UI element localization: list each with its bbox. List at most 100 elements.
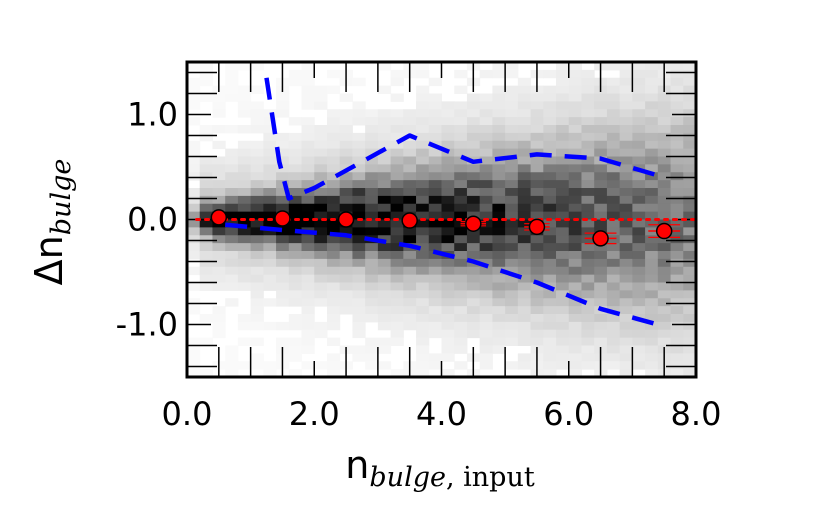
heatmap-cell [556, 298, 570, 307]
heatmap-cell [301, 211, 315, 221]
heatmap-cell [212, 227, 226, 236]
heatmap-cell [517, 101, 532, 110]
heatmap-cell [212, 251, 226, 260]
heatmap-cell [466, 274, 481, 284]
heatmap-cell [390, 314, 404, 323]
heatmap-cell [428, 353, 442, 362]
heatmap-cell [288, 117, 303, 126]
heatmap-cell [314, 227, 328, 236]
heatmap-cell [556, 251, 570, 260]
heatmap-cell [670, 93, 684, 102]
heatmap-cell [237, 188, 252, 197]
heatmap-cell [314, 125, 328, 134]
heatmap-cell [441, 172, 455, 181]
heatmap-cell [530, 282, 544, 291]
heatmap-cell [556, 156, 570, 165]
heatmap-cell [466, 195, 481, 205]
heatmap-cell [263, 361, 277, 370]
heatmap-cell [556, 258, 570, 268]
heatmap-cell [466, 329, 481, 339]
heatmap-cell [403, 117, 417, 126]
heatmap-cell [352, 101, 366, 110]
heatmap-cell [454, 69, 468, 79]
heatmap-cell [581, 148, 595, 158]
heatmap-cell [466, 93, 481, 102]
heatmap-cell [441, 188, 455, 197]
heatmap-cell [212, 156, 226, 165]
heatmap-cell [479, 156, 493, 165]
heatmap-cell [365, 258, 379, 268]
heatmap-cell [632, 321, 646, 331]
heatmap-cell [454, 321, 468, 331]
heatmap-cell [441, 164, 455, 173]
heatmap-cell [390, 219, 404, 228]
heatmap-cell [645, 211, 659, 221]
heatmap-cell [441, 219, 455, 228]
heatmap-cell [568, 361, 582, 370]
heatmap-cell [670, 361, 684, 370]
heatmap-cell [632, 258, 646, 268]
heatmap-cell [670, 77, 684, 87]
heatmap-cell [352, 235, 366, 244]
heatmap-cell [683, 274, 697, 284]
heatmap-cell [377, 337, 392, 347]
heatmap-cell [428, 321, 442, 331]
heatmap-cell [594, 211, 608, 221]
heatmap-cell [670, 125, 684, 134]
heatmap-cell [352, 282, 366, 291]
heatmap-cell [479, 219, 493, 228]
heatmap-cell [416, 290, 430, 299]
heatmap-cell [301, 274, 315, 284]
heatmap-cell [632, 282, 646, 291]
heatmap-cell [505, 172, 519, 181]
heatmap-cell [568, 345, 582, 354]
heatmap-cell [543, 235, 557, 244]
heatmap-cell [288, 314, 303, 323]
heatmap-cell [339, 156, 353, 165]
heatmap-cell [556, 77, 570, 87]
heatmap-cell [670, 219, 684, 228]
heatmap-cell [492, 93, 506, 102]
heatmap-cell [288, 140, 303, 150]
heatmap-cell [187, 93, 201, 102]
heatmap-cell [187, 282, 201, 291]
heatmap-cell [212, 125, 226, 134]
heatmap-cell [377, 195, 392, 205]
heatmap-cell [556, 85, 570, 95]
heatmap-cell [288, 148, 303, 158]
heatmap-cell [377, 109, 392, 118]
heatmap-cell [479, 361, 493, 370]
heatmap-cell [530, 274, 544, 284]
heatmap-cell [187, 243, 201, 252]
heatmap-cell [212, 109, 226, 118]
heatmap-cell [606, 188, 621, 197]
heatmap-cell [645, 148, 659, 158]
heatmap-cell [403, 266, 417, 276]
heatmap-cell [250, 140, 264, 150]
heatmap-cell [276, 203, 290, 213]
heatmap-cell [505, 298, 519, 307]
heatmap-cell [428, 219, 442, 228]
heatmap-cell [683, 298, 697, 307]
heatmap-cell [377, 62, 392, 71]
heatmap-cell [517, 203, 532, 213]
heatmap-cell [479, 188, 493, 197]
heatmap-cell [543, 369, 557, 378]
heatmap-cell [314, 219, 328, 228]
heatmap-cell [301, 251, 315, 260]
heatmap-cell [619, 290, 633, 299]
heatmap-cell [377, 290, 392, 299]
heatmap-cell [683, 337, 697, 347]
heatmap-cell [199, 211, 213, 221]
heatmap-cell [339, 180, 353, 189]
heatmap-cell [505, 337, 519, 347]
heatmap-cell [365, 314, 379, 323]
heatmap-cell [505, 156, 519, 165]
heatmap-cell [314, 282, 328, 291]
heatmap-cell [479, 258, 493, 268]
heatmap-cell [479, 321, 493, 331]
heatmap-cell [530, 203, 544, 213]
heatmap-cell [505, 132, 519, 142]
heatmap-cell [339, 290, 353, 299]
heatmap-cell [479, 314, 493, 323]
